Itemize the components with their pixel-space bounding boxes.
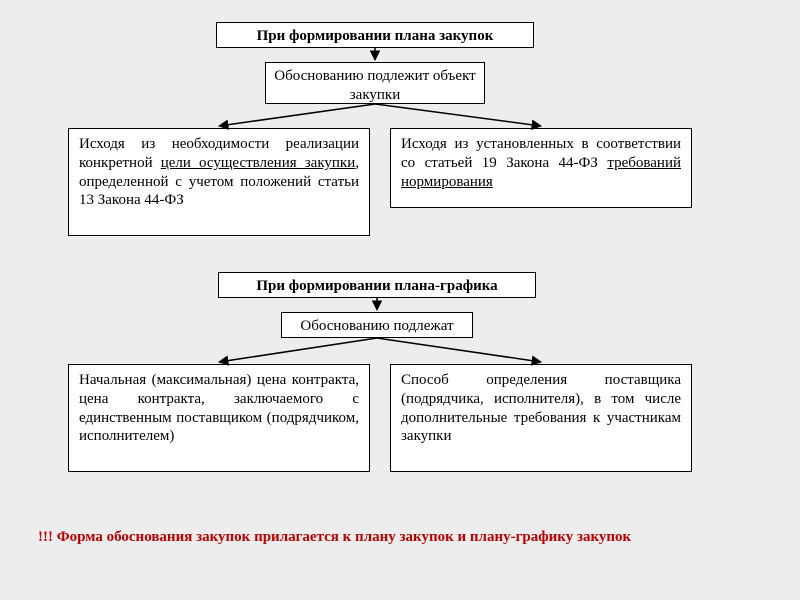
node-sposob-opredeleniya: Способ определения поставщика (подрядчик… [390, 364, 692, 472]
node-cel-osushestvleniya: Исходя из необходимости реализации конкр… [68, 128, 370, 236]
node-obosnovaniyu-podlezhat: Обоснованию подлежат [281, 312, 473, 338]
warning-text: !!! Форма обоснования закупок прилагаетс… [38, 528, 738, 547]
node-plan-zakupok-title: При формировании плана закупок [216, 22, 534, 48]
node-nmc-kontrakta: Начальная (максимальная) цена контракта,… [68, 364, 370, 472]
node-obosnovaniyu-object: Обоснованию подлежит объект закупки [265, 62, 485, 104]
node-plan-grafika-title: При формировании плана-графика [218, 272, 536, 298]
node-trebovaniy-normirovaniya: Исходя из установленных в соответствии с… [390, 128, 692, 208]
